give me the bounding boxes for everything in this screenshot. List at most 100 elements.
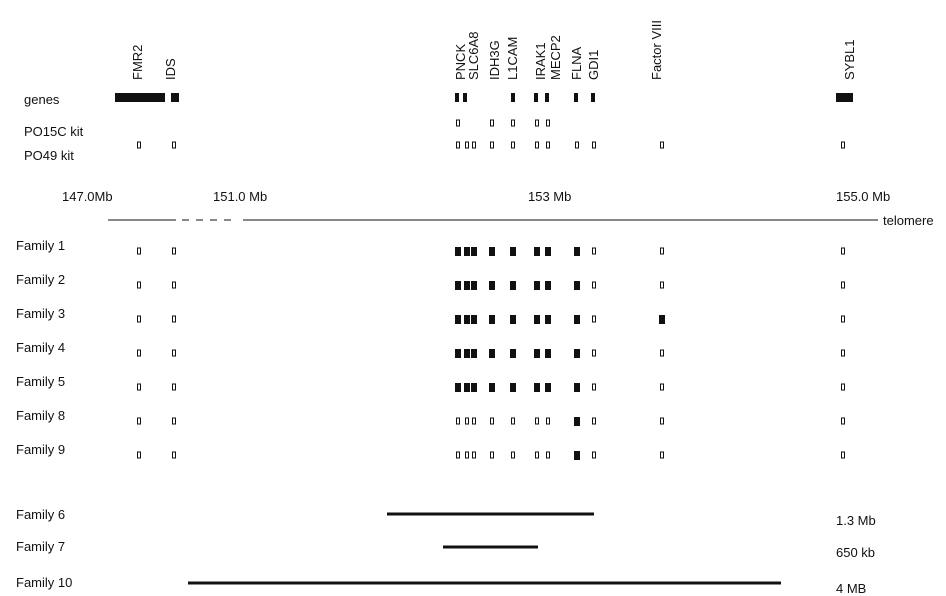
po49-marker-pnck-open	[456, 141, 460, 149]
po49-marker-row	[137, 141, 845, 149]
family-marker-flna-filled	[574, 417, 580, 426]
deletion-family-label: Family 6	[16, 507, 65, 522]
gene-label-flna: FLNA	[569, 46, 584, 80]
family-marker-irak1-filled	[534, 315, 540, 324]
gene-label-mecp2: MECP2	[548, 35, 563, 80]
gene-label-ids: IDS	[163, 58, 178, 80]
family-label: Family 5	[16, 374, 65, 389]
gene-label-sybl1: SYBL1	[842, 40, 857, 80]
po49-marker-ids-open	[172, 141, 176, 149]
family-marker-sybl1-open	[841, 349, 845, 357]
family-marker-l1cam-filled	[510, 281, 516, 290]
row-label-genes: genes	[24, 92, 60, 107]
deletion-size-label: 650 kb	[836, 545, 875, 560]
family-marker-mecp2-filled	[545, 281, 551, 290]
family-marker-gdi1-open	[592, 451, 596, 459]
family-marker-irak1-filled	[534, 383, 540, 392]
gene-bars	[115, 93, 853, 102]
family-marker-ids-open	[172, 349, 176, 357]
gene-bar-irak1-b	[545, 93, 549, 102]
family-marker-flna-filled	[574, 281, 580, 290]
family-marker-flna-filled	[574, 315, 580, 324]
po15c-marker-idh3g-open	[490, 119, 494, 127]
family-marker-idh3g-filled	[489, 383, 495, 392]
family-marker-l1cam-filled	[510, 315, 516, 324]
family-marker-slc6a8a-filled	[464, 383, 470, 392]
family-marker-sybl1-open	[841, 281, 845, 289]
family-marker-slc6a8b-filled	[471, 349, 477, 358]
family-marker-slc6a8b-filled	[471, 247, 477, 256]
family-marker-fmr2-open	[137, 281, 141, 289]
family-marker-slc6a8b-filled	[471, 383, 477, 392]
gene-bar-fmr2	[115, 93, 165, 102]
family-marker-gdi1-open	[592, 315, 596, 323]
family-label: Family 9	[16, 442, 65, 457]
family-marker-irak1-filled	[534, 281, 540, 290]
deletion-size-label: 1.3 Mb	[836, 513, 876, 528]
family-marker-ids-open	[172, 315, 176, 323]
family-marker-pnck-filled	[455, 349, 461, 358]
family-label: Family 3	[16, 306, 65, 321]
po49-marker-slc6a8b-open	[472, 141, 476, 149]
family-marker-slc6a8b-open	[472, 451, 476, 459]
family-marker-fmr2-open	[137, 383, 141, 391]
gene-bar-sybl1	[836, 93, 853, 102]
axis-tick-147: 147.0Mb	[62, 189, 113, 204]
gene-label-slc6a8: SLC6A8	[466, 32, 481, 80]
deletion-row-family-7: Family 7 650 kb	[16, 539, 875, 560]
family-marker-flna-filled	[574, 247, 580, 256]
family-marker-idh3g-filled	[489, 247, 495, 256]
family-marker-mecp2-open	[546, 417, 550, 425]
family-marker-mecp2-filled	[545, 247, 551, 256]
family-marker-idh3g-open	[490, 451, 494, 459]
family-marker-l1cam-filled	[510, 383, 516, 392]
family-marker-gdi1-open	[592, 417, 596, 425]
family-marker-fmr2-open	[137, 315, 141, 323]
family-marker-mecp2-open	[546, 451, 550, 459]
family-marker-slc6a8b-filled	[471, 315, 477, 324]
gene-label-irak1: IRAK1	[533, 42, 548, 80]
family-marker-idh3g-open	[490, 417, 494, 425]
family-marker-pnck-filled	[455, 383, 461, 392]
family-marker-flna-filled	[574, 451, 580, 460]
po49-marker-fmr2-open	[137, 141, 141, 149]
family-marker-l1cam-open	[511, 417, 515, 425]
family-row-family-8: Family 8	[16, 408, 845, 426]
gene-label-l1cam: L1CAM	[505, 37, 520, 80]
family-row-family-4: Family 4	[16, 340, 845, 358]
family-marker-pnck-open	[456, 451, 460, 459]
family-marker-slc6a8a-open	[465, 451, 469, 459]
po49-marker-mecp2-open	[546, 141, 550, 149]
family-marker-factor-viii-open	[660, 281, 664, 289]
family-marker-ids-open	[172, 451, 176, 459]
gene-label-factor-viii: Factor VIII	[649, 20, 664, 80]
family-marker-gdi1-open	[592, 349, 596, 357]
family-marker-factor-viii-open	[660, 247, 664, 255]
family-marker-sybl1-open	[841, 451, 845, 459]
gene-label-gdi1: GDI1	[586, 50, 601, 80]
family-marker-fmr2-open	[137, 451, 141, 459]
deletion-size-label: 4 MB	[836, 581, 866, 596]
family-row-family-3: Family 3	[16, 306, 845, 324]
family-marker-irak1-filled	[534, 247, 540, 256]
family-marker-ids-open	[172, 417, 176, 425]
family-marker-gdi1-open	[592, 281, 596, 289]
deletion-span-rows: Family 6 1.3 Mb Family 7 650 kb Family 10 4 M…	[16, 507, 876, 596]
family-marker-slc6a8b-open	[472, 417, 476, 425]
po49-marker-slc6a8a-open	[465, 141, 469, 149]
family-label: Family 1	[16, 238, 65, 253]
gene-bar-l1cam	[511, 93, 515, 102]
family-row-family-5: Family 5	[16, 374, 845, 392]
row-label-po15c-kit: PO15C kit	[24, 124, 84, 139]
family-marker-fmr2-open	[137, 349, 141, 357]
deletion-row-family-10: Family 10 4 MB	[16, 575, 866, 596]
family-marker-irak1-open	[535, 417, 539, 425]
family-marker-ids-open	[172, 247, 176, 255]
family-marker-l1cam-filled	[510, 349, 516, 358]
family-marker-l1cam-filled	[510, 247, 516, 256]
family-marker-idh3g-filled	[489, 281, 495, 290]
deletion-family-label: Family 7	[16, 539, 65, 554]
gene-label-pnck: PNCK	[453, 44, 468, 80]
